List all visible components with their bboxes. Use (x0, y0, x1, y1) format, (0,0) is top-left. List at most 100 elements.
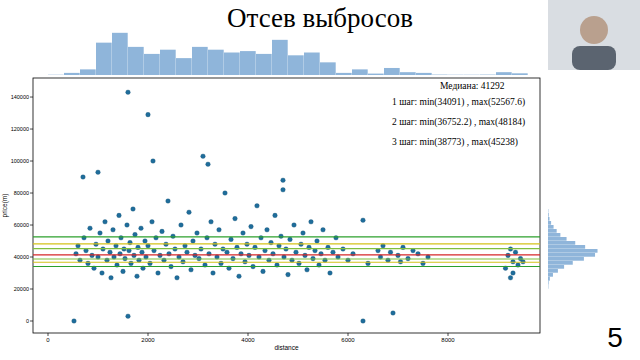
hist-bar (112, 33, 128, 75)
point (211, 271, 216, 276)
y-tick-label: 40000 (14, 254, 29, 260)
hist-bar (96, 43, 112, 75)
x-tick (348, 333, 349, 336)
hist-bar (320, 62, 336, 75)
y-tick-label: 20000 (14, 286, 29, 292)
y-tick (30, 321, 33, 322)
point (305, 268, 310, 273)
background (0, 0, 640, 360)
y-axis-label: price(m) (1, 194, 9, 218)
point (225, 250, 230, 255)
point (255, 204, 260, 209)
hist-bar (256, 54, 272, 75)
y-tick-label: 100000 (11, 158, 29, 164)
step-line (33, 258, 540, 259)
point (223, 191, 228, 196)
point (508, 276, 513, 281)
point (185, 250, 190, 255)
y-tick (30, 97, 33, 98)
y-tick (30, 161, 33, 162)
hist-bar (548, 245, 585, 249)
point (511, 271, 516, 276)
point (150, 220, 155, 225)
hist-bar (548, 225, 554, 229)
hist-bar (548, 213, 550, 217)
point (513, 250, 518, 255)
hist-bar (548, 257, 584, 261)
point (126, 314, 131, 319)
step-line (33, 262, 540, 263)
point (281, 178, 286, 183)
hist-bar (64, 73, 80, 75)
step-line (33, 266, 540, 267)
hist-bar (548, 265, 564, 269)
hist-bar (548, 281, 550, 285)
hist-bar (512, 73, 528, 75)
point (98, 231, 103, 236)
x-tick (448, 333, 449, 336)
point (301, 231, 306, 236)
point (209, 220, 214, 225)
point (143, 239, 148, 244)
point (309, 220, 314, 225)
point (361, 218, 366, 223)
point (191, 239, 196, 244)
point (125, 223, 130, 228)
point (140, 250, 145, 255)
hist-bar (548, 237, 567, 241)
x-axis-label: distance (274, 344, 299, 351)
point (187, 210, 192, 215)
point (171, 234, 176, 239)
point (100, 271, 105, 276)
point (249, 224, 254, 229)
point (334, 236, 339, 241)
point (166, 199, 171, 204)
point (139, 226, 144, 231)
y-histogram (548, 209, 598, 289)
x-histogram (48, 33, 528, 75)
y-tick (30, 257, 33, 258)
hist-bar (548, 269, 558, 273)
hist-bar (336, 73, 352, 75)
point (261, 269, 266, 274)
point (217, 228, 222, 233)
hist-bar (548, 217, 549, 221)
point (175, 276, 180, 281)
hist-bar (548, 285, 549, 289)
point (205, 236, 210, 241)
y-tick-label: 60000 (14, 222, 29, 228)
point (281, 188, 286, 193)
point (265, 228, 270, 233)
point (321, 228, 326, 233)
step-label: 3 шаг: min(38773) , max(45238) (392, 137, 518, 148)
y-tick-label: 80000 (14, 190, 29, 196)
point (292, 223, 297, 228)
hist-bar (480, 74, 496, 75)
hist-bar (416, 73, 432, 75)
point (179, 223, 184, 228)
point (96, 170, 101, 175)
slide-number: 5 (607, 322, 623, 353)
step-label: 2 шаг: min(36752.2) , max(48184) (392, 117, 525, 128)
hist-bar (548, 253, 595, 257)
x-tick-label: 6000 (341, 337, 355, 343)
step-line (33, 236, 540, 237)
hist-bar (548, 241, 575, 245)
hist-bar (352, 69, 368, 75)
hist-bar (80, 69, 96, 75)
point (201, 154, 206, 159)
y-tick-label: 140000 (11, 94, 29, 100)
point (160, 229, 165, 234)
point (103, 220, 108, 225)
webcam-body (572, 46, 616, 70)
point (241, 231, 246, 236)
x-tick-label: 0 (46, 337, 50, 343)
y-tick (30, 289, 33, 290)
hist-bar (272, 40, 288, 75)
point (151, 159, 156, 164)
point (108, 250, 113, 255)
hist-bar (432, 74, 448, 75)
hist-bar (400, 72, 416, 75)
point (156, 271, 161, 276)
point (288, 237, 293, 242)
